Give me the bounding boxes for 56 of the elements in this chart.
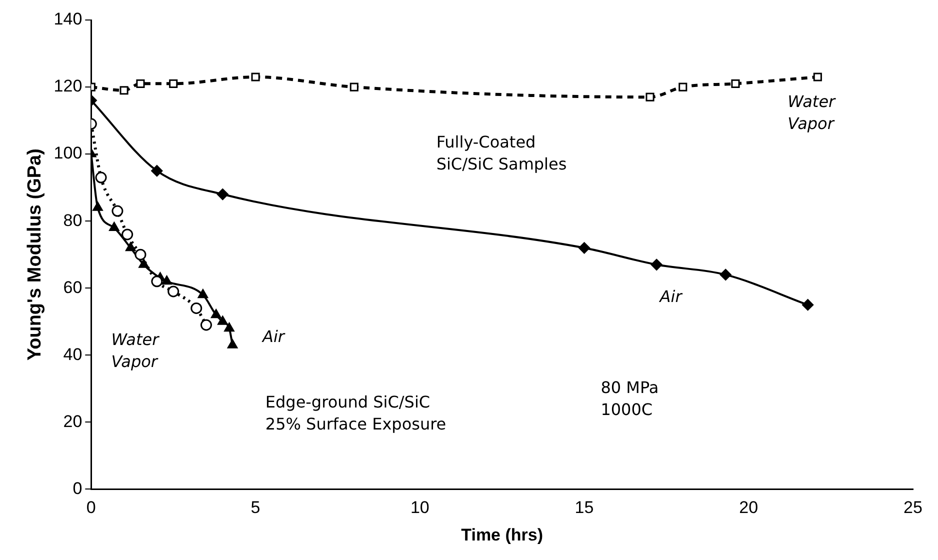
point bbox=[162, 276, 172, 285]
point bbox=[95, 172, 107, 184]
x-tick-label: 20 bbox=[739, 498, 758, 518]
y-tick-label: 20 bbox=[63, 412, 82, 431]
x-tick-label: 10 bbox=[410, 498, 430, 518]
point bbox=[112, 205, 124, 217]
x-tick-label: 5 bbox=[250, 498, 260, 518]
annotation: 80 MPa 1000C bbox=[600, 378, 659, 420]
point bbox=[198, 289, 208, 298]
y-tick-label: 0 bbox=[72, 478, 82, 498]
point bbox=[92, 202, 103, 211]
point bbox=[200, 319, 212, 331]
y-tick-label: 100 bbox=[54, 144, 82, 163]
text: Water Vapor bbox=[111, 330, 160, 372]
point bbox=[646, 92, 654, 102]
y-tick-label: 80 bbox=[63, 210, 82, 230]
annotation: Fully-Coated SiC/SiC Samples bbox=[436, 132, 567, 174]
point bbox=[120, 86, 128, 95]
y-axis-title: Young's Modulus (GPa) bbox=[24, 148, 46, 361]
x-axis-title: Time (hrs) bbox=[461, 525, 544, 544]
point bbox=[251, 72, 260, 82]
point bbox=[190, 302, 202, 314]
point bbox=[122, 228, 134, 240]
point bbox=[578, 242, 590, 254]
point bbox=[216, 188, 228, 200]
point bbox=[138, 258, 149, 268]
series-label: Water Vapor bbox=[788, 92, 837, 134]
point bbox=[211, 309, 222, 318]
point bbox=[650, 258, 662, 270]
point bbox=[350, 82, 358, 92]
point bbox=[151, 165, 163, 177]
point bbox=[218, 316, 228, 325]
y-tick-label: 60 bbox=[63, 278, 82, 297]
point bbox=[169, 79, 178, 88]
y-tick-label: 120 bbox=[54, 76, 82, 96]
y-tick-label: 40 bbox=[63, 344, 82, 364]
point bbox=[224, 322, 234, 332]
point bbox=[134, 248, 146, 260]
point bbox=[227, 339, 238, 348]
y-tick-label: 140 bbox=[54, 10, 82, 29]
x-tick-label: 0 bbox=[86, 498, 96, 518]
x-tick-label: 15 bbox=[574, 498, 594, 518]
x-tick-label: 25 bbox=[904, 498, 922, 518]
point bbox=[109, 222, 120, 232]
point bbox=[813, 72, 822, 82]
point bbox=[678, 82, 688, 92]
series-label: Air bbox=[658, 287, 684, 306]
point bbox=[126, 242, 136, 252]
point bbox=[168, 286, 180, 298]
point bbox=[802, 299, 814, 311]
annotation: Edge-ground SiC/SiC 25% Surface Exposure bbox=[265, 392, 446, 434]
point bbox=[720, 268, 732, 280]
point bbox=[151, 276, 163, 288]
point bbox=[136, 79, 145, 88]
series-label: Air bbox=[262, 327, 286, 346]
point bbox=[731, 79, 740, 88]
